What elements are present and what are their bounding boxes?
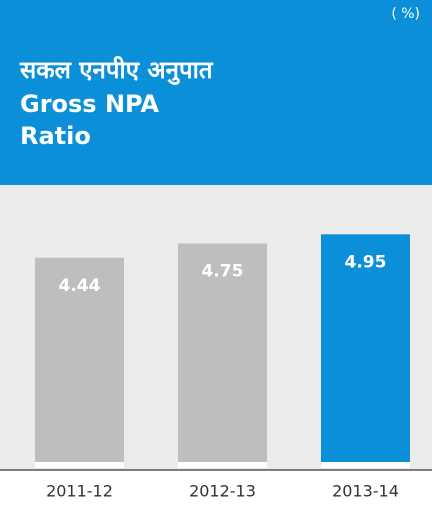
bar-foot [178, 462, 267, 468]
value-label: 4.75 [202, 262, 244, 282]
x-tick-label: 2012-13 [189, 482, 256, 501]
bar [321, 234, 410, 462]
bar-foot [321, 462, 410, 468]
bar [178, 243, 267, 462]
chart-title: सकल एनपीए अनुपात [20, 56, 213, 84]
chart-subtitle: Gross NPA Ratio [20, 90, 159, 150]
x-tick-label: 2011-12 [46, 482, 113, 501]
chart: 4.44 2011-12 4.75 2012-13 4.95 2013-14 [0, 185, 432, 501]
bar [35, 257, 124, 462]
bar-foot [35, 462, 124, 468]
value-label: 4.95 [345, 252, 387, 272]
x-tick-label: 2013-14 [332, 482, 399, 501]
value-label: 4.44 [59, 276, 101, 296]
unit-label: ( %) [391, 6, 420, 22]
header: ( %) सकल एनपीए अनुपात Gross NPA Ratio [0, 0, 432, 185]
